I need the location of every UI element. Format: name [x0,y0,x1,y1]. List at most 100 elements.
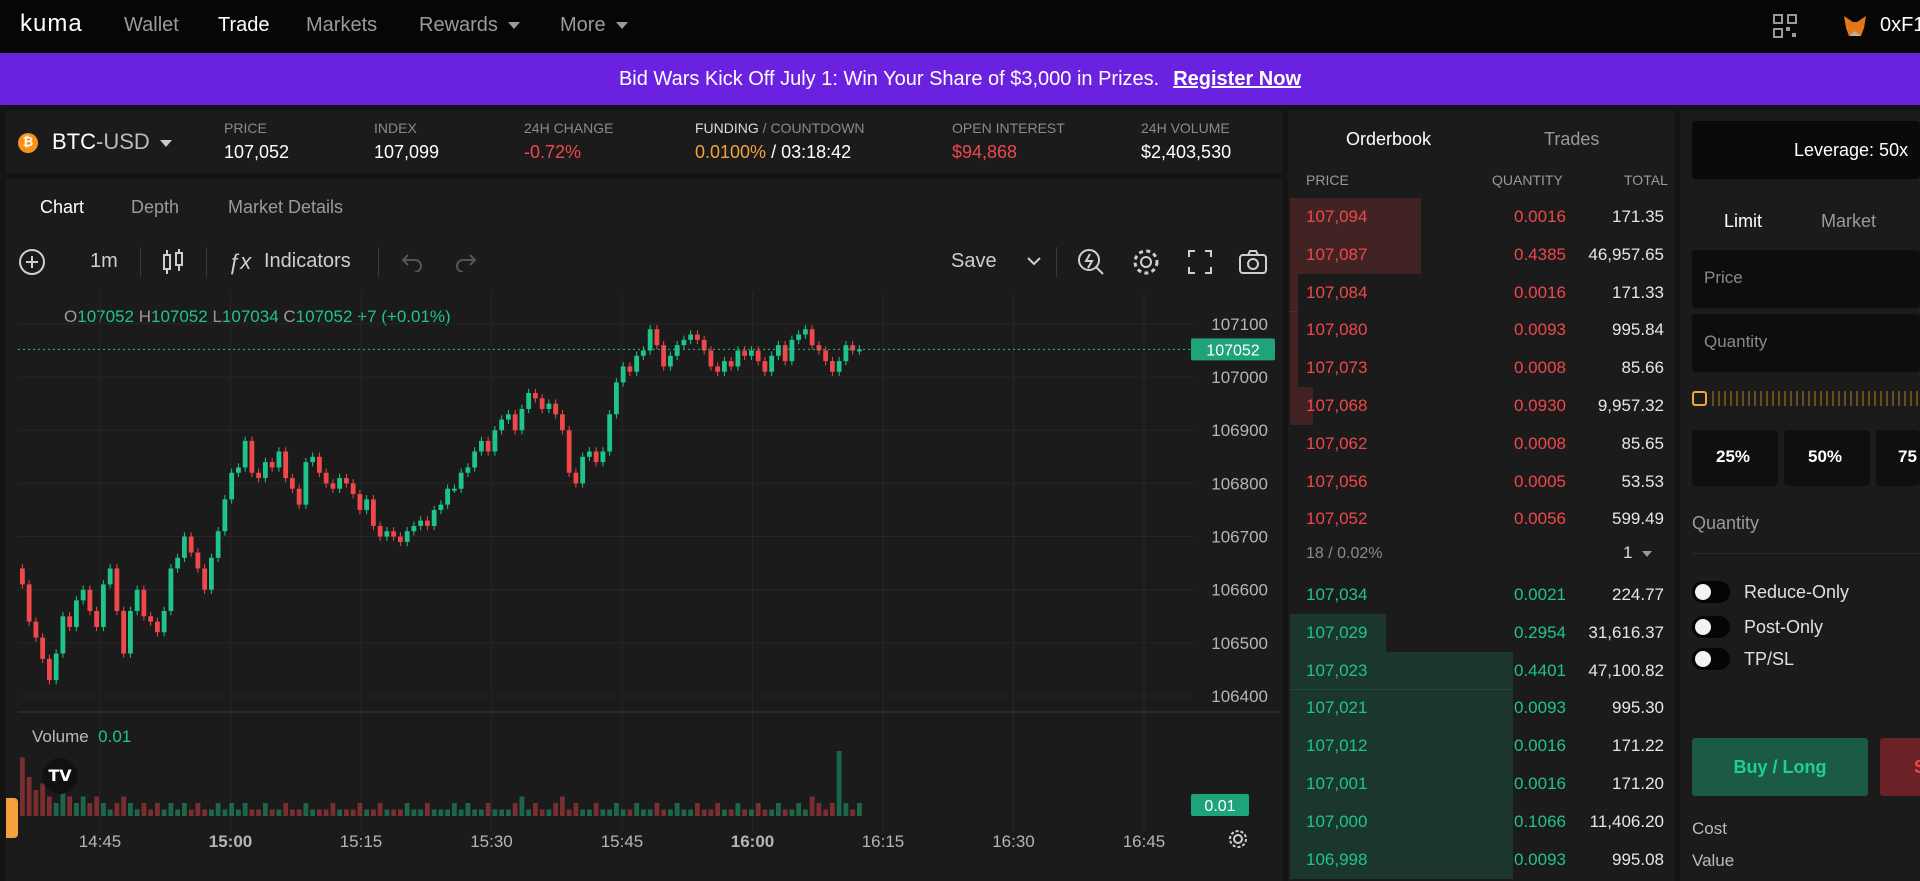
post-only-toggle[interactable] [1692,616,1730,638]
volume-bar [371,809,376,816]
alert-icon[interactable] [1076,247,1106,277]
order-price: 107,084 [1306,282,1368,302]
candle-body [762,361,768,372]
grouping-selector[interactable]: 1 [1623,543,1653,563]
order-total: 995.30 [1612,698,1664,718]
wallet-address[interactable]: 0xF1 [1880,14,1920,36]
ask-row[interactable]: 107,094 0.0016 171.35 [1290,198,1674,236]
bid-row[interactable]: 107,023 0.4401 47,100.82 [1290,651,1674,690]
ask-row[interactable]: 107,080 0.0093 995.84 [1290,311,1674,350]
candle-body [337,478,343,489]
reduce-only-toggle[interactable] [1692,581,1730,603]
function-icon[interactable]: ƒx [228,249,252,274]
index-label: INDEX [374,120,417,136]
candle-body [188,536,194,553]
ask-row[interactable]: 107,084 0.0016 171.33 [1290,273,1674,312]
price-input[interactable]: Price [1692,250,1920,308]
preset-75-button[interactable]: 75 [1876,430,1920,486]
bid-row[interactable]: 107,001 0.0016 171.20 [1290,765,1674,803]
ask-row[interactable]: 107,073 0.0008 85.66 [1290,349,1674,388]
kuma-logo[interactable]: kuma [20,10,83,37]
candlestick-chart[interactable]: 14:45 15:00 15:15 15:30 15:45 16:00 16:15 16:30… [18,292,1280,881]
volume-bar [546,809,552,816]
drawer-handle[interactable] [6,798,18,838]
ask-row[interactable]: 107,087 0.4385 46,957.65 [1290,235,1674,274]
leverage-button[interactable] [1692,121,1920,179]
volume-bar [816,803,822,816]
interval-selector[interactable]: 1m [90,250,118,272]
preset-25-button[interactable]: 25% [1692,430,1778,486]
undo-icon[interactable] [400,252,424,272]
candle-body [391,531,397,537]
order-price: 107,087 [1306,244,1368,264]
bid-row[interactable]: 107,000 0.1066 11,406.20 [1290,802,1674,841]
candle-body [681,339,687,346]
order-quantity: 0.0056 [1514,509,1566,529]
candle-body [492,430,498,452]
candle-body [357,494,363,510]
volume-bar [202,809,208,816]
qr-code-icon[interactable] [1773,14,1797,38]
save-button[interactable]: Save [951,250,997,272]
ask-row[interactable]: 107,056 0.0005 53.53 [1290,463,1674,501]
candle-body [215,531,221,558]
fullscreen-icon[interactable] [1187,249,1213,275]
nav-markets[interactable]: Markets [306,14,378,36]
bid-row[interactable]: 107,012 0.0016 171.22 [1290,727,1674,766]
gear-icon[interactable] [1131,247,1161,277]
camera-icon[interactable] [1238,249,1268,275]
bid-row[interactable]: 107,034 0.0021 224.77 [1290,576,1674,614]
nav-more[interactable]: More [560,14,628,37]
sell-short-button[interactable]: S [1880,738,1920,796]
candle-body [182,536,187,558]
tab-market-details[interactable]: Market Details [228,197,344,217]
chevron-down-icon[interactable] [1027,256,1041,266]
depth-bar [1290,198,1421,236]
quantity-input[interactable]: Quantity [1692,314,1920,372]
tab-market[interactable]: Market [1821,211,1877,231]
tab-limit[interactable]: Limit [1724,211,1763,231]
nav-trade[interactable]: Trade [218,14,270,36]
funding-countdown: / 03:18:42 [766,142,852,162]
volume-bar [148,809,154,816]
redo-icon[interactable] [454,252,478,272]
indicators-button[interactable]: Indicators [264,250,351,272]
order-quantity: 0.0016 [1514,774,1566,793]
tab-chart[interactable]: Chart [40,197,85,217]
buy-long-button[interactable]: Buy / Long [1692,738,1868,796]
tab-depth[interactable]: Depth [131,197,180,217]
market-selector[interactable]: BTC-USD [52,129,172,155]
quantity-slider[interactable] [1712,391,1920,406]
ask-row[interactable]: 107,062 0.0008 85.65 [1290,425,1674,463]
tab-orderbook[interactable]: Orderbook [1346,129,1432,149]
bid-row[interactable]: 107,021 0.0093 995.30 [1290,689,1674,728]
volume-bar [242,803,248,816]
settings-icon[interactable] [1227,828,1249,850]
nav-rewards[interactable]: Rewards [419,14,520,37]
register-now-link[interactable]: Register Now [1173,67,1302,90]
volume-bar [755,803,761,816]
tab-trades[interactable]: Trades [1544,129,1600,149]
tradingview-logo-icon[interactable]: TV [42,758,78,794]
order-total: 171.33 [1612,282,1664,302]
volume-bar [67,796,73,816]
chevron-down-icon [159,139,172,147]
order-price: 107,034 [1306,585,1368,604]
candle-body [539,398,545,409]
add-icon[interactable] [18,248,46,276]
low-value: 107034 [221,307,279,326]
ask-row[interactable]: 107,068 0.0930 9,957.32 [1290,387,1674,425]
order-price: 107,029 [1306,622,1368,642]
banner-text: Bid Wars Kick Off July 1: Win Your Share… [618,67,1160,90]
volume-bar [593,803,599,816]
candles-icon[interactable] [161,248,185,276]
preset-50-button[interactable]: 50% [1784,430,1870,486]
ask-row[interactable]: 107,052 0.0056 599.49 [1290,500,1674,538]
bid-row[interactable]: 106,998 0.0093 995.08 [1290,840,1674,879]
candle-body [371,499,376,526]
bid-row[interactable]: 107,029 0.2954 31,616.37 [1290,613,1674,652]
nav-wallet[interactable]: Wallet [124,14,179,36]
slider-handle[interactable] [1692,391,1707,406]
volume-bar [607,809,613,816]
tpsl-toggle[interactable] [1692,648,1730,670]
